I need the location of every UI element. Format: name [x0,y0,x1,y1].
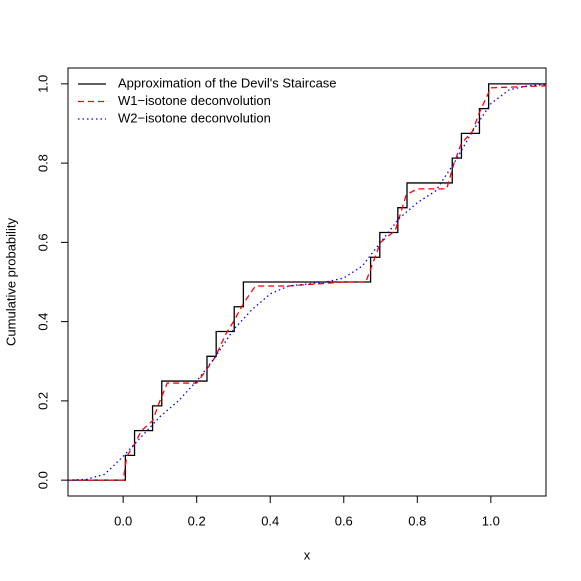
series-line [68,83,546,481]
x-axis-label: x [304,547,311,562]
y-tick-label: 1.0 [35,75,50,93]
x-tick-label: 0.2 [188,513,206,528]
legend-label: W1−isotone deconvolution [118,93,271,108]
y-tick-label: 0.0 [35,471,50,489]
plot-frame [67,67,547,497]
series-line [68,85,546,481]
y-tick-label: 0.2 [35,392,50,410]
x-tick-label: 0.8 [408,513,426,528]
x-tick-label: 0.6 [335,513,353,528]
series-line [68,83,546,481]
x-tick-label: 0.4 [261,513,279,528]
y-axis-label: Cumulative probability [3,218,18,346]
y-tick-label: 0.8 [35,154,50,172]
legend-label: Approximation of the Devil's Staircase [118,75,337,90]
legend-label: W2−isotone deconvolution [118,110,271,125]
y-tick-label: 0.6 [35,233,50,251]
x-tick-label: 1.0 [482,513,500,528]
x-tick-label: 0.0 [114,513,132,528]
y-tick-label: 0.4 [35,313,50,331]
